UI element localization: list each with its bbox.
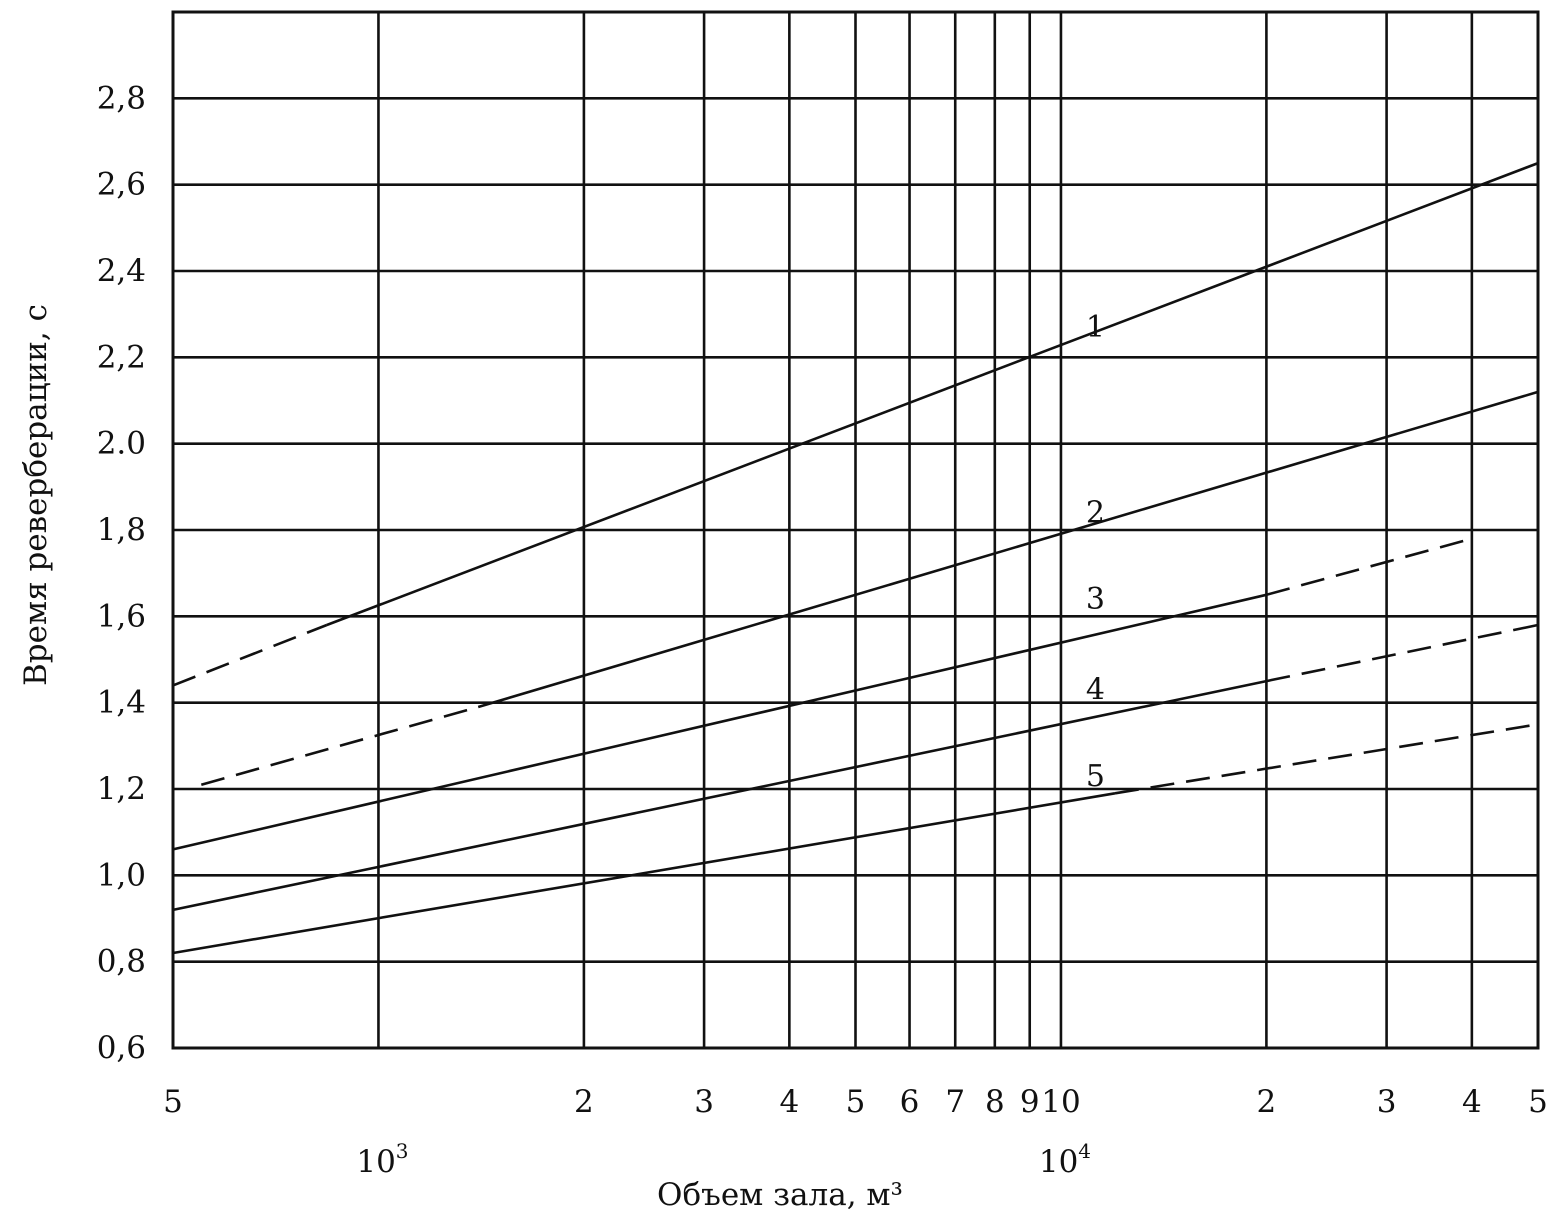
x-tick-label-7: 8 [985,1084,1005,1120]
curve-4-dashed [1266,623,1539,683]
plot-frame [171,10,1540,1050]
curve-3-solid [172,593,1267,851]
curve-labels: 1 2 3 4 5 [1086,310,1105,794]
x-gridlines [377,12,1474,1048]
x-tick-label-6: 7 [945,1084,965,1120]
curve-1-dashed [172,623,328,687]
x-axis-label: Объем зала, м³ [657,1177,903,1213]
y-tick-label-3: 1,2 [97,771,146,807]
x-tick-label-4: 5 [846,1084,866,1120]
y-tick-label-1: 0,8 [97,944,146,980]
x-tick-labels: 5 2 3 4 5 6 7 8 9 10 2 3 4 5 [163,1084,1548,1120]
x-tick-label-13: 5 [1528,1084,1548,1120]
curve-5-solid [172,792,1116,955]
y-tick-label-10: 2,6 [97,167,146,203]
y-tick-label-11: 2,8 [97,80,146,116]
curve-label-2: 2 [1086,496,1105,531]
x-tick-label-10: 2 [1257,1084,1277,1120]
curve-label-4: 4 [1086,673,1105,708]
y-axis-label: Время реверберации, с [18,304,54,686]
y-tick-label-4: 1,4 [97,685,146,721]
x-tick-label-12: 4 [1462,1084,1482,1120]
curve-3-dashed [1266,537,1473,597]
curve-1-solid [326,161,1539,627]
curve-label-1: 1 [1086,310,1105,345]
decade-label-0: 103 [356,1139,408,1180]
y-tick-label-7: 2.0 [97,426,146,462]
y-tick-label-8: 2,2 [97,339,146,375]
x-tick-label-2: 3 [694,1084,714,1120]
y-tick-label-0: 0,6 [97,1030,146,1066]
x-tick-label-5: 6 [900,1084,920,1120]
x-tick-label-9: 10 [1041,1084,1080,1120]
y-tick-label-2: 1,0 [97,857,146,893]
x-tick-label-1: 2 [574,1084,594,1120]
decade-label-1: 104 [1039,1139,1091,1180]
x-tick-label-11: 3 [1377,1084,1397,1120]
curve-label-5: 5 [1086,759,1105,794]
curve-4-solid [172,679,1267,912]
y-tick-label-6: 1,8 [97,512,146,548]
x-tick-label-8: 9 [1020,1084,1040,1120]
curve-5-dashed [1114,723,1539,795]
x-tick-label-0: 5 [163,1084,183,1120]
x-tick-label-3: 4 [779,1084,799,1120]
y-tick-label-5: 1,6 [97,598,146,634]
y-tick-label-9: 2,4 [97,253,146,289]
curve-label-3: 3 [1086,582,1105,617]
y-tick-labels: 0,6 0,8 1,0 1,2 1,4 1,6 1,8 2.0 2,2 2,4 2,6 2,8 [97,80,146,1066]
curve-2-solid [477,390,1539,709]
decade-labels: 103 104 [356,1139,1091,1180]
curve-2-dashed [200,705,479,786]
curves [172,161,1539,955]
